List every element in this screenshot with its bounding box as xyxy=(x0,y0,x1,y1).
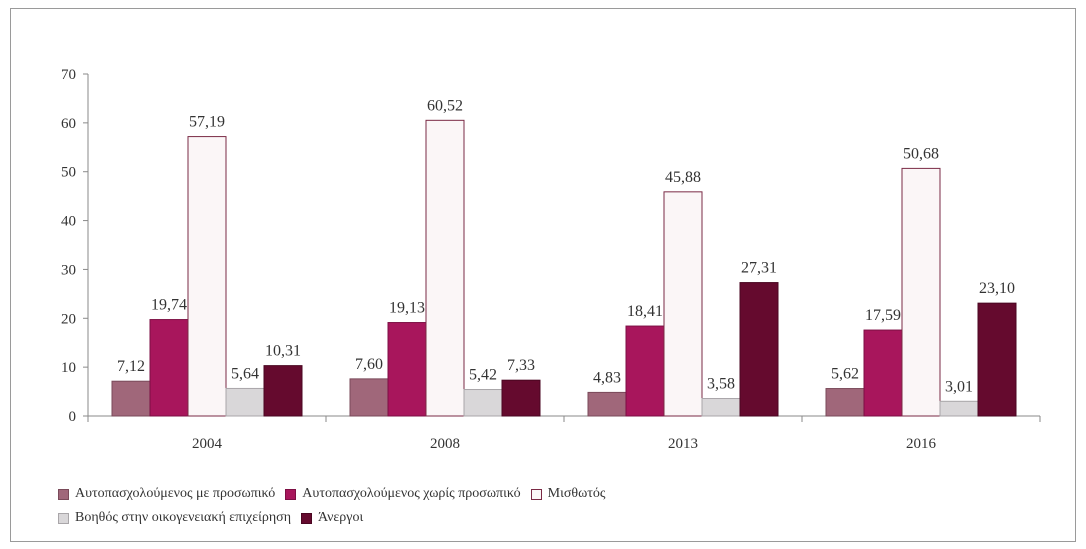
data-label-series4-2004: 5,64 xyxy=(231,365,259,382)
bar-series2-2016 xyxy=(863,329,903,417)
bar-series2-2004 xyxy=(149,319,189,417)
legend-swatch-5 xyxy=(301,512,313,524)
legend-swatch-1 xyxy=(58,488,69,500)
data-label-series2-2004: 19,74 xyxy=(151,297,187,314)
x-tick-label-2016: 2016 xyxy=(906,436,937,452)
legend-swatch-3 xyxy=(530,488,542,500)
data-label-series1-2016: 5,62 xyxy=(831,366,859,383)
bar-series5-2008 xyxy=(501,379,541,417)
data-label-series5-2004: 10,31 xyxy=(265,343,301,360)
data-label-series2-2008: 19,13 xyxy=(389,300,425,317)
legend-label-1: Αυτοπασχολούμενος με προσωπικό xyxy=(75,486,276,501)
bar-series3-2008 xyxy=(425,119,465,417)
y-tick-label-3: 30 xyxy=(61,262,76,278)
bar-series1-2008 xyxy=(349,378,389,417)
data-label-series5-2008: 7,33 xyxy=(507,357,535,374)
data-label-series3-2013: 45,88 xyxy=(665,169,701,186)
bar-series2-2008 xyxy=(387,322,427,417)
data-label-series2-2013: 18,41 xyxy=(627,303,663,320)
legend-item-5: Άνεργοι xyxy=(301,510,363,526)
data-label-series4-2016: 3,01 xyxy=(945,378,973,395)
legend-label-5: Άνεργοι xyxy=(318,510,364,525)
bar-series3-2004 xyxy=(187,136,227,417)
legend-label-3: Μισθωτός xyxy=(547,486,606,501)
bar-series1-2016 xyxy=(825,388,865,417)
data-label-series1-2013: 4,83 xyxy=(593,369,621,386)
bar-series4-2004 xyxy=(225,387,265,417)
chart-legend: Αυτοπασχολούμενος με προσωπικό Αυτοπασχο… xyxy=(58,482,878,530)
data-label-series5-2016: 23,10 xyxy=(979,280,1015,297)
bar-series1-2004 xyxy=(111,380,151,417)
bar-series4-2013 xyxy=(701,398,741,417)
y-tick-label-7: 70 xyxy=(61,67,76,83)
bar-series1-2013 xyxy=(587,391,627,417)
data-label-series5-2013: 27,31 xyxy=(741,260,777,277)
legend-row-2: Βοηθός στην οικογενειακή επιχείρηση Άνερ… xyxy=(58,506,878,530)
data-label-series2-2016: 17,59 xyxy=(865,307,901,324)
data-label-series1-2004: 7,12 xyxy=(117,358,145,375)
data-label-series4-2013: 3,58 xyxy=(707,376,735,393)
legend-swatch-2 xyxy=(285,488,297,500)
y-tick-label-2: 20 xyxy=(61,311,76,327)
bar-series5-2016 xyxy=(977,302,1017,417)
y-tick-label-1: 10 xyxy=(61,360,76,376)
legend-swatch-4 xyxy=(58,512,69,524)
y-tick-label-5: 50 xyxy=(61,165,76,181)
data-label-series1-2008: 7,60 xyxy=(355,356,383,373)
chart-data-labels: 7,12 7,60 4,83 5,62 19,74 19,13 18,41 17,59 57,1… xyxy=(117,97,1015,395)
legend-item-2: Αυτοπασχολούμενος χωρίς προσωπικό xyxy=(285,486,521,502)
data-label-series4-2008: 5,42 xyxy=(469,367,497,384)
data-label-series3-2016: 50,68 xyxy=(903,145,939,162)
y-tick-label-0: 0 xyxy=(69,409,77,425)
data-label-series3-2008: 60,52 xyxy=(427,97,463,114)
x-tick-label-2013: 2013 xyxy=(668,436,698,452)
legend-label-4: Βοηθός στην οικογενειακή επιχείρηση xyxy=(75,510,292,525)
y-tick-label-6: 60 xyxy=(61,116,76,132)
bar-series3-2016 xyxy=(901,167,941,417)
legend-item-4: Βοηθός στην οικογενειακή επιχείρηση xyxy=(58,510,291,526)
legend-item-1: Αυτοπασχολούμενος με προσωπικό xyxy=(58,486,275,502)
bar-series5-2013 xyxy=(739,282,779,417)
x-tick-label-2008: 2008 xyxy=(430,436,460,452)
legend-item-3: Μισθωτός xyxy=(530,486,606,502)
bar-series4-2016 xyxy=(939,400,979,417)
legend-row-1: Αυτοπασχολούμενος με προσωπικό Αυτοπασχο… xyxy=(58,482,878,506)
bar-series3-2013 xyxy=(663,191,703,417)
data-label-series3-2004: 57,19 xyxy=(189,114,225,131)
legend-label-2: Αυτοπασχολούμενος χωρίς προσωπικό xyxy=(302,486,521,501)
bar-series4-2008 xyxy=(463,389,503,417)
bar-series5-2004 xyxy=(263,365,303,417)
bar-series2-2013 xyxy=(625,325,665,417)
chart-bars xyxy=(111,119,1017,417)
x-tick-label-2004: 2004 xyxy=(192,436,223,452)
y-tick-label-4: 40 xyxy=(61,214,76,230)
